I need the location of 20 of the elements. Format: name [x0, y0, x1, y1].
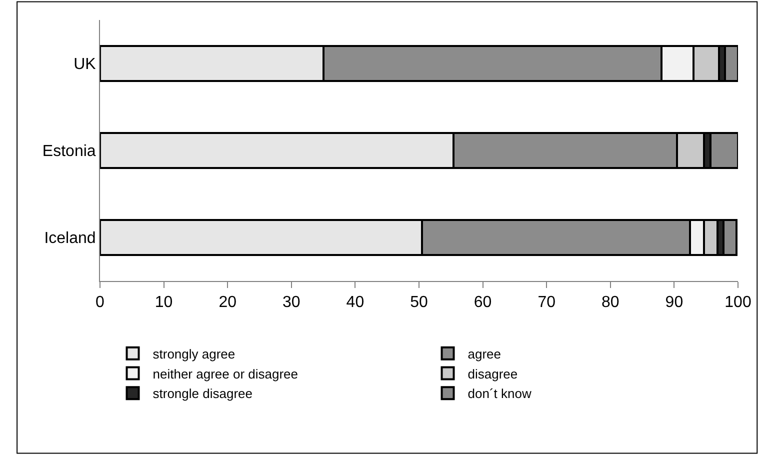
x-tick-label: 0: [96, 294, 105, 312]
legend-label: don´t know: [468, 386, 532, 402]
x-tick-label: 20: [218, 294, 237, 312]
legend-label: disagree: [468, 366, 518, 382]
x-tick-label: 90: [665, 294, 684, 312]
x-tick-label: 80: [602, 294, 620, 312]
legend-label: strongly agree: [152, 346, 236, 362]
legend-label: strongle disagree: [152, 386, 252, 402]
x-tick-label: 50: [410, 294, 428, 312]
legend-label: agree: [468, 346, 502, 362]
legend-label: neither agree or disagree: [152, 366, 298, 382]
x-tick-label: 60: [474, 294, 492, 312]
x-tick-label: 70: [538, 294, 556, 312]
x-tick-label: 40: [346, 294, 364, 312]
y-tick-label: Estonia: [42, 143, 96, 160]
y-tick-label: UK: [74, 56, 96, 74]
y-tick-label: Iceland: [44, 230, 96, 248]
x-tick-label: 100: [724, 294, 752, 312]
x-tick-label: 10: [154, 294, 173, 312]
x-tick-label: 30: [282, 294, 300, 312]
